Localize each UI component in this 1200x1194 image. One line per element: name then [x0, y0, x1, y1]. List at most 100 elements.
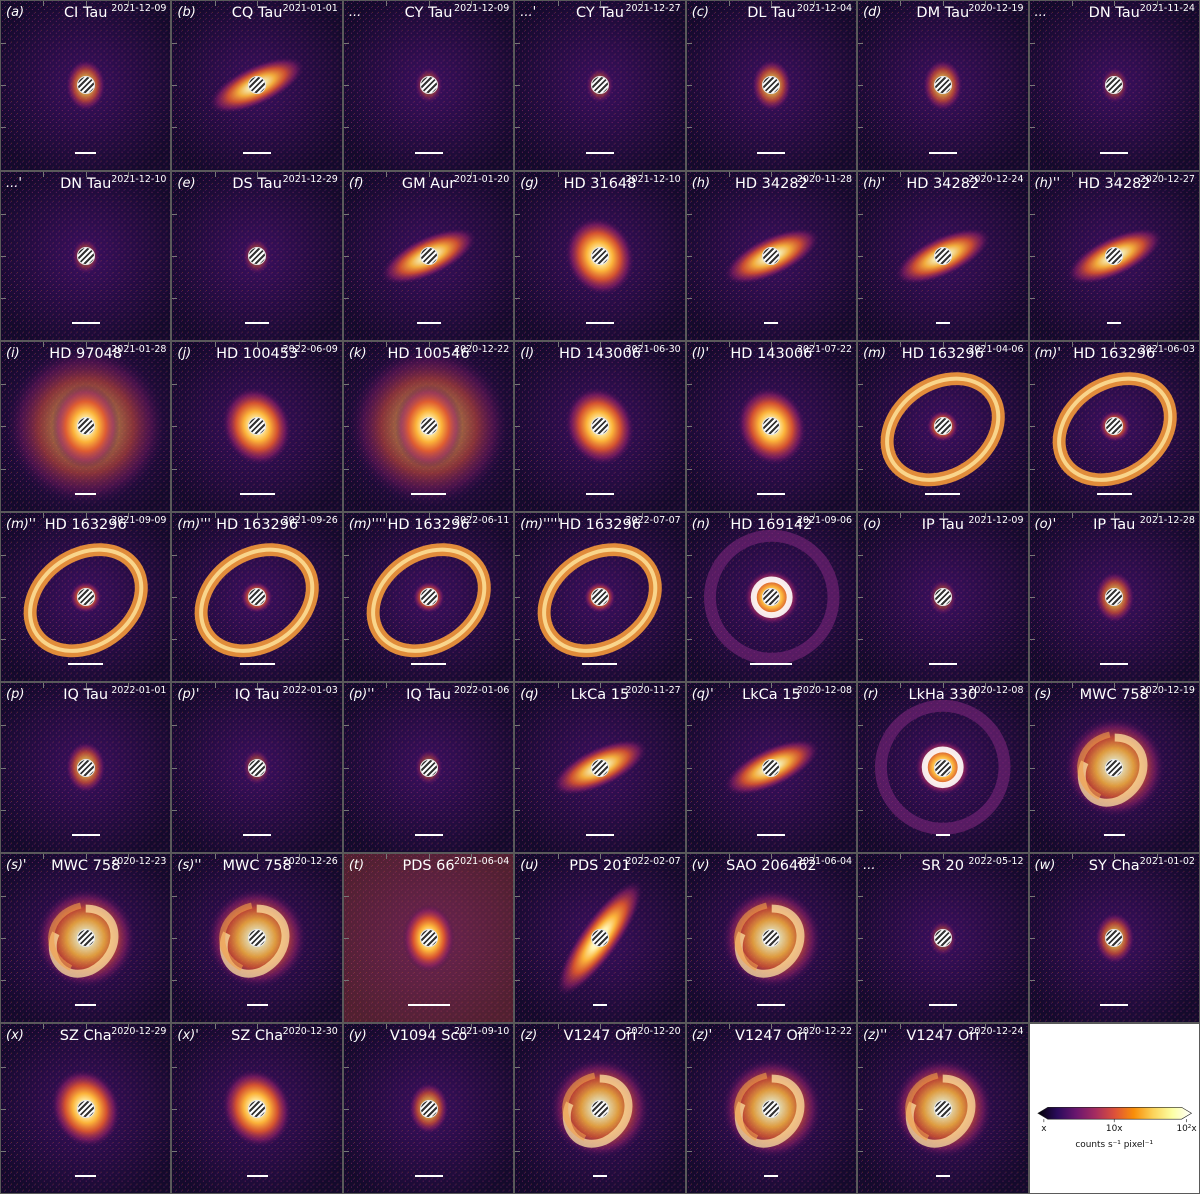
- coronagraph-mask-icon: [419, 929, 438, 948]
- axis-tick: [172, 127, 178, 129]
- panel-image: [515, 683, 685, 852]
- axis-tick: [343, 43, 349, 45]
- axis-tick: [299, 342, 301, 348]
- axis-tick: [470, 1024, 472, 1030]
- panel-image: [343, 171, 514, 341]
- axis-tick: [729, 853, 731, 859]
- axis-tick: [515, 725, 521, 727]
- panel-image: [686, 1024, 857, 1193]
- observation-date: 2022-07-07: [625, 514, 681, 526]
- scale-bar: [1096, 492, 1132, 495]
- observation-date: 2021-04-06: [968, 344, 1024, 356]
- axis-tick: [858, 85, 864, 87]
- panel-label: (d): [863, 5, 882, 20]
- axis-tick: [470, 512, 472, 518]
- axis-tick: [686, 1108, 692, 1110]
- scale-bar: [71, 322, 100, 325]
- image-panel: ... DN Tau 2021-11-24: [1028, 0, 1200, 171]
- axis-tick: [771, 1, 773, 6]
- target-name: HD 34282: [734, 175, 808, 192]
- scale-bar: [582, 663, 618, 666]
- coronagraph-mask-icon: [76, 1099, 95, 1118]
- axis-tick: [900, 512, 902, 518]
- axis-tick: [172, 255, 178, 257]
- axis-tick: [214, 1024, 216, 1030]
- panel-label: (p)'': [348, 687, 375, 703]
- axis-tick: [343, 384, 349, 386]
- axis-tick: [43, 171, 45, 177]
- target-name: HD 34282: [906, 175, 980, 192]
- panel-label: (m)'': [6, 516, 36, 532]
- target-name: V1247 Ori: [563, 1028, 637, 1045]
- axis-tick: [128, 342, 130, 348]
- image-panel: (h)' HD 34282 2020-12-24: [857, 170, 1029, 342]
- axis-tick: [1, 980, 6, 982]
- scale-bar: [243, 151, 272, 154]
- scale-bar: [585, 322, 614, 325]
- target-name: DS Tau: [232, 175, 282, 192]
- image-panel: (z)'' V1247 Ori 2020-12-24: [857, 1023, 1029, 1194]
- axis-tick: [128, 683, 130, 689]
- axis-tick: [858, 895, 864, 897]
- axis-tick: [686, 384, 692, 386]
- axis-tick: [515, 980, 521, 982]
- axis-tick: [386, 683, 388, 689]
- axis-tick: [428, 683, 430, 689]
- scale-bar: [239, 663, 275, 666]
- axis-tick: [942, 1024, 944, 1030]
- image-panel: (m)''' HD 163296 2021-09-26: [171, 511, 343, 683]
- target-name: V1247 Ori: [734, 1028, 808, 1045]
- axis-tick: [1, 384, 6, 386]
- axis-tick: [257, 1024, 259, 1030]
- axis-tick: [1114, 512, 1116, 518]
- coronagraph-mask-icon: [933, 929, 952, 948]
- image-panel: (w) SY Cha 2021-01-02: [1028, 852, 1200, 1024]
- image-panel: (s) MWC 758 2020-12-19: [1028, 682, 1200, 853]
- coronagraph-mask-icon: [590, 758, 609, 777]
- image-panel: (z)' V1247 Ori 2020-12-22: [685, 1023, 858, 1194]
- panel-label: (m)'''': [348, 516, 386, 532]
- panel-label: ...: [348, 5, 362, 20]
- panel-label: (p)': [177, 687, 200, 703]
- axis-tick: [1029, 809, 1035, 811]
- axis-tick: [515, 767, 521, 769]
- coronagraph-mask-icon: [76, 929, 95, 948]
- axis-tick: [43, 1, 45, 6]
- coronagraph-mask-icon: [1105, 246, 1124, 265]
- coronagraph-mask-icon: [76, 76, 95, 95]
- scale-bar: [757, 151, 786, 154]
- observation-date: 2021-11-24: [1139, 3, 1195, 14]
- target-name: SZ Cha: [231, 1028, 284, 1045]
- axis-tick: [729, 1, 731, 6]
- colorbar-tick-label: 10²x: [1176, 1124, 1196, 1134]
- image-panel: (n) HD 169142 2021-09-06: [685, 511, 858, 683]
- axis-tick: [172, 43, 178, 45]
- axis-tick: [1, 725, 6, 727]
- scale-bar: [757, 492, 786, 495]
- axis-tick: [172, 596, 178, 598]
- axis-tick: [343, 938, 349, 940]
- coronagraph-mask-icon: [76, 587, 95, 606]
- panel-label: (r): [863, 687, 879, 703]
- coronagraph-mask-icon: [762, 76, 781, 95]
- axis-tick: [386, 1, 388, 6]
- scale-bar: [75, 1174, 97, 1177]
- axis-tick: [172, 895, 178, 897]
- axis-tick: [1029, 255, 1035, 257]
- target-name: HD 143006: [730, 346, 813, 363]
- image-panel: (z) V1247 Ori 2020-12-20: [514, 1023, 686, 1194]
- axis-tick: [43, 1024, 45, 1030]
- image-panel: (p)' IQ Tau 2022-01-03: [171, 682, 343, 853]
- axis-tick: [515, 468, 521, 470]
- panel-label: (l): [520, 346, 535, 362]
- target-name: HD 163296: [44, 516, 127, 533]
- coronagraph-mask-icon: [762, 246, 781, 265]
- target-name: HD 143006: [558, 346, 641, 363]
- axis-tick: [1156, 342, 1158, 348]
- axis-tick: [557, 512, 559, 518]
- axis-tick: [686, 297, 692, 299]
- axis-tick: [813, 342, 815, 348]
- axis-tick: [1, 297, 6, 299]
- panel-label: (b): [177, 5, 196, 20]
- image-panel: (a) CI Tau 2021-12-09: [0, 0, 172, 171]
